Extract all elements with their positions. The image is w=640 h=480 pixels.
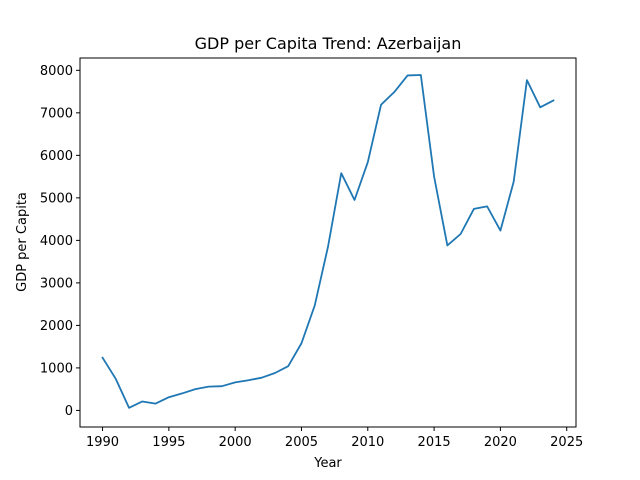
y-axis-label: GDP per Capita: [15, 192, 30, 292]
series-line: [101, 74, 555, 409]
chart-title: GDP per Capita Trend: Azerbaijan: [195, 34, 462, 53]
y-tick-label: 2000: [40, 319, 73, 334]
plot-frame: [79, 57, 577, 428]
plot-series: [101, 74, 555, 409]
x-tick-label: 2025: [550, 435, 583, 450]
y-tick-label: 7000: [40, 106, 73, 121]
x-tick-label: 2010: [351, 435, 384, 450]
x-tick-label: 1995: [152, 435, 185, 450]
y-tick-label: 6000: [40, 149, 73, 164]
y-tick-label: 8000: [40, 64, 73, 79]
x-tick-label: 1990: [86, 435, 119, 450]
x-axis-label: Year: [313, 456, 342, 471]
y-tick-label: 3000: [40, 276, 73, 291]
y-axis-ticks: 0 1000 2000 3000 4000 5000 6000 7000 8000: [40, 64, 80, 419]
x-axis-ticks: 1990 1995 2000 2005 2010 2015 2020 2025: [86, 427, 583, 450]
x-tick-label: 2000: [219, 435, 252, 450]
y-tick-label: 1000: [40, 361, 73, 376]
y-tick-label: 4000: [40, 234, 73, 249]
y-tick-label: 5000: [40, 191, 73, 206]
x-tick-label: 2005: [285, 435, 318, 450]
x-tick-label: 2020: [484, 435, 517, 450]
x-tick-label: 2015: [418, 435, 451, 450]
y-tick-label: 0: [65, 404, 73, 419]
